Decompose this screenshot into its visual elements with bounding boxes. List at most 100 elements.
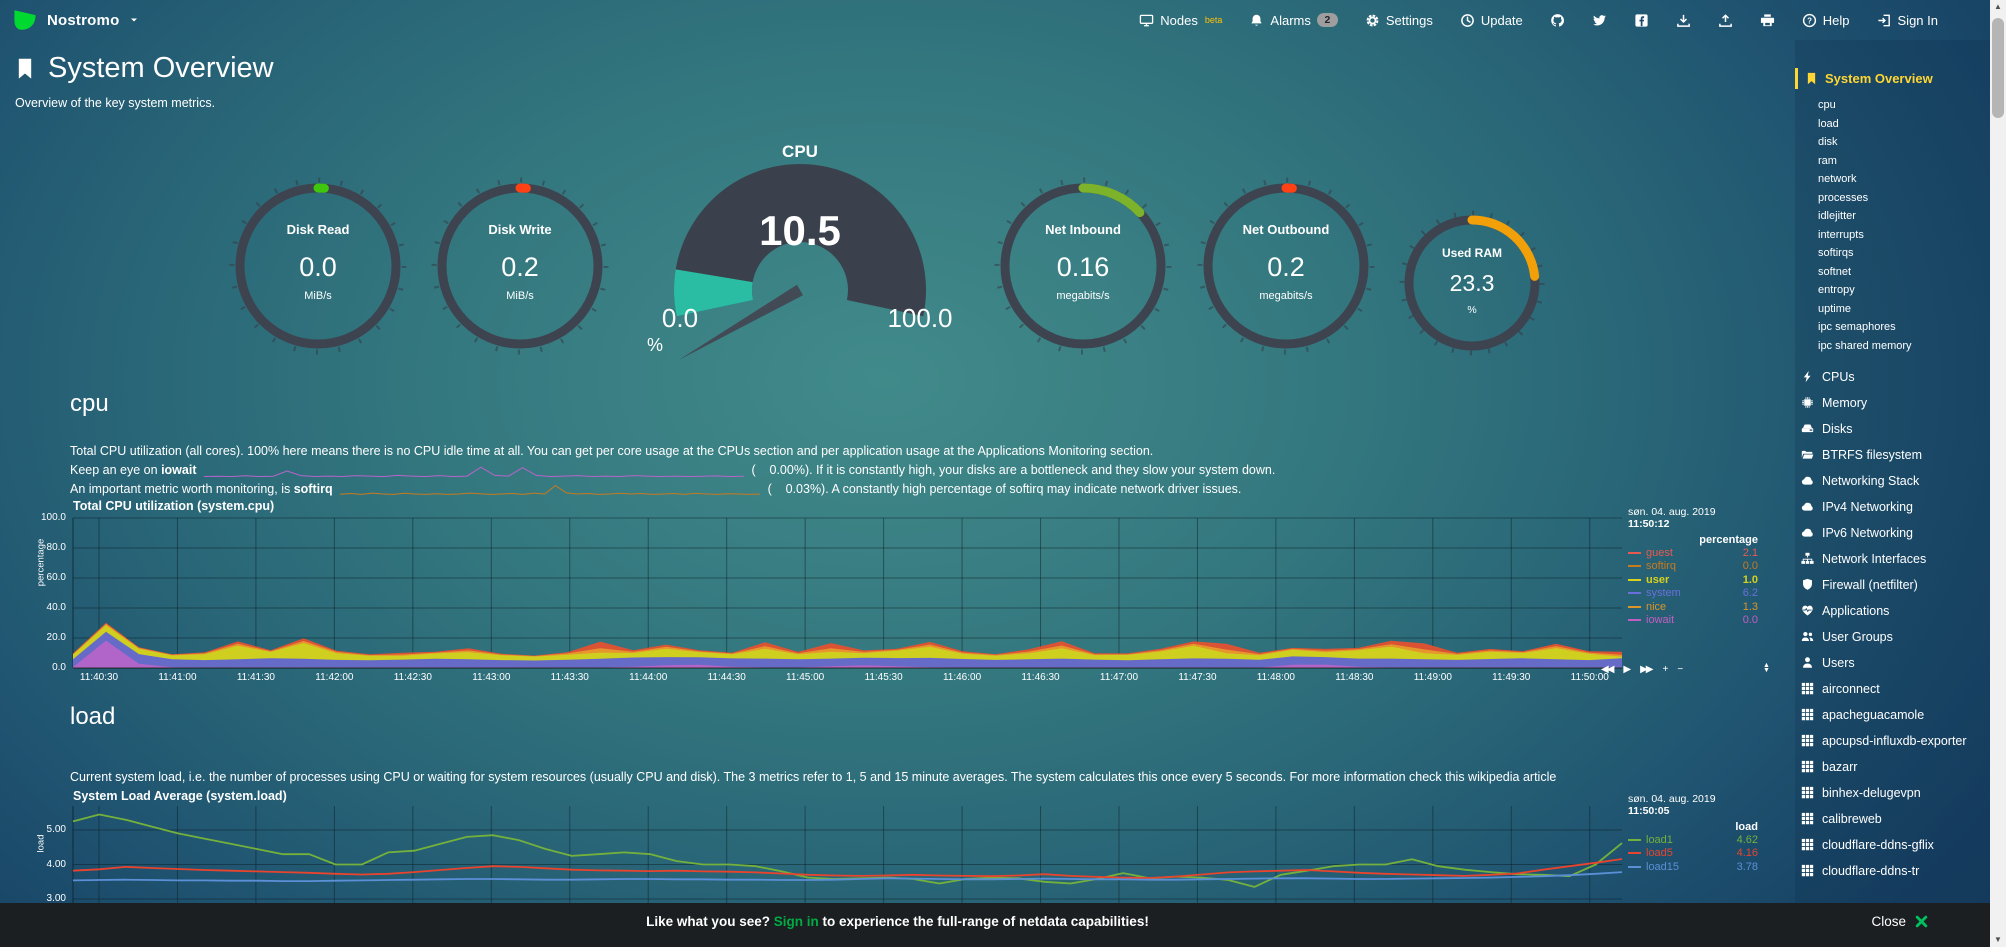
nav-item-github[interactable]	[1550, 13, 1565, 28]
gauge-unit: %	[1467, 304, 1477, 316]
nav-item-export[interactable]	[1718, 13, 1733, 28]
scroll-down-icon[interactable]: ▼	[1994, 935, 2002, 944]
nav-item-signin[interactable]: Sign In	[1877, 13, 1938, 28]
node-selector[interactable]: Nostromo	[12, 7, 140, 33]
legend-row-user[interactable]: user 1.0	[1628, 573, 1758, 587]
nav-item-update[interactable]: Update	[1460, 13, 1523, 28]
gauge-label: Used RAM	[1441, 246, 1502, 260]
nav-item-list: Nodes beta Alarms 2 Settings Update ? Help Sign …	[1139, 13, 1978, 28]
footer-signin-link[interactable]: Sign in	[773, 914, 819, 929]
sidebar-item-system-overview[interactable]: System Overview	[1795, 68, 1990, 89]
legend-dash	[1628, 565, 1641, 568]
legend-series-name: nice	[1646, 600, 1667, 613]
play-button[interactable]: ▶	[1623, 664, 1631, 675]
gauge-cpu[interactable]: CPU 10.5 0.0 100.0 %	[640, 135, 960, 370]
gauge-net-inbound[interactable]: Net Inbound 0.16 megabits/s	[993, 176, 1173, 356]
cpu-ytick: 80.0	[46, 542, 66, 553]
nav-item-help[interactable]: ? Help	[1802, 13, 1850, 28]
legend-time: 11:50:12	[1628, 518, 1670, 530]
load-chart-legend: søn. 04. aug. 2019 11:50:05 load load1 4.62 l…	[1628, 793, 1758, 874]
zoom-out-button[interactable]: −	[1677, 664, 1683, 675]
legend-row-softirq[interactable]: softirq 0.0	[1628, 560, 1758, 574]
sidebar-item-memory[interactable]: Memory	[1801, 394, 1990, 412]
page-scrollbar[interactable]: ▲ ▼	[1990, 0, 2006, 947]
sidebar-item-networking-stack[interactable]: Networking Stack	[1801, 472, 1990, 490]
scroll-up-icon[interactable]: ▲	[1994, 2, 2002, 11]
sidebar-item-label: calibreweb	[1822, 812, 1882, 826]
legend-row-system[interactable]: system 6.2	[1628, 587, 1758, 601]
sidebar-subitem-cpu[interactable]: cpu	[1818, 99, 1836, 111]
cloud-icon	[1801, 476, 1813, 485]
sidebar-item-users[interactable]: Users	[1801, 654, 1990, 672]
sidebar-item-cpus[interactable]: CPUs	[1801, 368, 1990, 386]
legend-series-value: 4.62	[1736, 833, 1758, 846]
legend-row-load5[interactable]: load5 4.16	[1628, 847, 1758, 861]
scrollbar-thumb[interactable]	[1992, 18, 2004, 118]
sidebar-subitem-softnet[interactable]: softnet	[1818, 265, 1852, 278]
heartbeat-icon	[1802, 605, 1813, 616]
nav-item-alarms[interactable]: Alarms 2	[1249, 13, 1338, 28]
nav-item-twitter[interactable]	[1592, 13, 1607, 28]
sidebar-subitem-ram[interactable]: ram	[1818, 154, 1837, 167]
zoom-in-button[interactable]: +	[1662, 664, 1668, 675]
pan-backward-button[interactable]: ◀◀	[1601, 664, 1614, 675]
cpu-chart[interactable]	[0, 508, 1790, 693]
gauge-label: Net Outbound	[1242, 222, 1330, 237]
sidebar-item-apacheguacamole[interactable]: apacheguacamole	[1801, 706, 1990, 724]
sidebar-item-apcupsd-influxdb-exporter[interactable]: apcupsd-influxdb-exporter	[1801, 732, 1990, 750]
sidebar-item-btrfs-filesystem[interactable]: BTRFS filesystem	[1801, 446, 1990, 464]
nav-item-settings[interactable]: Settings	[1365, 13, 1433, 28]
sidebar-item-disks[interactable]: Disks	[1801, 420, 1990, 438]
section-heading-cpu: cpu	[70, 390, 109, 417]
sidebar-item-user-groups[interactable]: User Groups	[1801, 628, 1990, 646]
sidebar-item-network-interfaces[interactable]: Network Interfaces	[1801, 550, 1990, 568]
gauge-disk-write[interactable]: Disk Write 0.2 MiB/s	[430, 176, 610, 356]
legend-row-guest[interactable]: guest 2.1	[1628, 546, 1758, 560]
nav-item-import[interactable]	[1676, 13, 1691, 28]
sidebar-subitem-interrupts[interactable]: interrupts	[1818, 228, 1864, 241]
legend-row-load15[interactable]: load15 3.78	[1628, 860, 1758, 874]
nav-item-facebook[interactable]	[1634, 13, 1649, 28]
gauge-used-ram[interactable]: Used RAM 23.3 %	[1397, 208, 1547, 358]
gauge-unit: megabits/s	[1259, 290, 1313, 302]
sidebar-item-airconnect[interactable]: airconnect	[1801, 680, 1990, 698]
sidebar-item-calibreweb[interactable]: calibreweb	[1801, 810, 1990, 828]
sidebar-item-cloudflare-ddns-tr[interactable]: cloudflare-ddns-tr	[1801, 862, 1990, 880]
sidebar-item-ipv4-networking[interactable]: IPv4 Networking	[1801, 498, 1990, 516]
gauge-unit: megabits/s	[1056, 290, 1110, 302]
cpu-chart-resize-handle[interactable]: ▲ ▼	[1763, 662, 1770, 674]
sidebar-subitem-entropy[interactable]: entropy	[1818, 284, 1855, 296]
nav-item-nodes[interactable]: Nodes beta	[1139, 13, 1222, 28]
sidebar-subitem-ipc-semaphores[interactable]: ipc semaphores	[1818, 321, 1896, 333]
sidebar-subitem-softirqs[interactable]: softirqs	[1818, 247, 1854, 259]
sidebar-item-firewall-netfilter-[interactable]: Firewall (netfilter)	[1801, 576, 1990, 594]
legend-row-nice[interactable]: nice 1.3	[1628, 600, 1758, 614]
gauge-value: 0.2	[1267, 252, 1305, 282]
sidebar-item-label: airconnect	[1822, 682, 1880, 696]
sidebar-subitem-idlejitter[interactable]: idlejitter	[1818, 210, 1856, 222]
gauge-disk-read[interactable]: Disk Read 0.0 MiB/s	[228, 176, 408, 356]
sidebar-subitem-disk[interactable]: disk	[1818, 136, 1838, 148]
sidebar-item-applications[interactable]: Applications	[1801, 602, 1990, 620]
cpu-xtick: 11:50:00	[1570, 672, 1609, 683]
legend-row-load1[interactable]: load1 4.62	[1628, 833, 1758, 847]
sidebar-item-binhex-delugevpn[interactable]: binhex-delugevpn	[1801, 784, 1990, 802]
footer-close-button[interactable]: Close	[1871, 914, 1928, 929]
github-icon	[1550, 13, 1564, 27]
cpu-xtick: 11:44:00	[629, 672, 668, 683]
sidebar-subitem-uptime[interactable]: uptime	[1818, 302, 1852, 315]
sidebar-subitem-ipc-shared-memory[interactable]: ipc shared memory	[1818, 339, 1912, 352]
cpu-xtick: 11:48:30	[1335, 672, 1374, 683]
gauge-value: 0.0	[299, 252, 337, 282]
sidebar-item-cloudflare-ddns-gflix[interactable]: cloudflare-ddns-gflix	[1801, 836, 1990, 854]
nav-item-print[interactable]	[1760, 13, 1775, 28]
sidebar-subitem-processes[interactable]: processes	[1818, 191, 1869, 204]
sidebar-item-ipv6-networking[interactable]: IPv6 Networking	[1801, 524, 1990, 542]
pan-forward-button[interactable]: ▶▶	[1640, 664, 1653, 675]
legend-row-iowait[interactable]: iowait 0.0	[1628, 614, 1758, 628]
sidebar-subitem-network[interactable]: network	[1818, 173, 1857, 185]
sidebar-subitem-load[interactable]: load	[1818, 117, 1839, 130]
sidebar-item-bazarr[interactable]: bazarr	[1801, 758, 1990, 776]
load-chart[interactable]	[0, 800, 1790, 903]
gauge-net-outbound[interactable]: Net Outbound 0.2 megabits/s	[1196, 176, 1376, 356]
